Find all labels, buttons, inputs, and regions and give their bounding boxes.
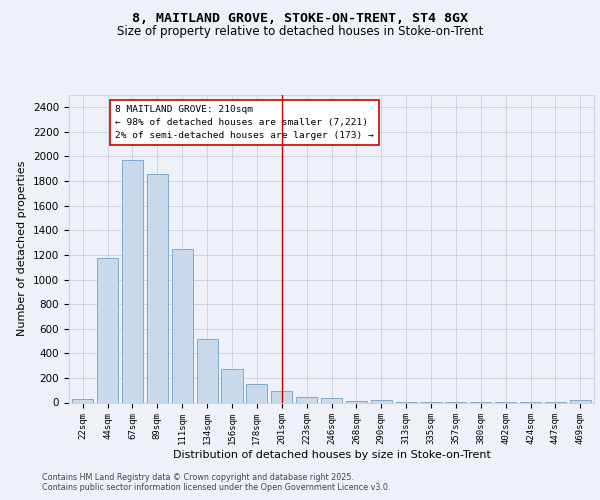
Bar: [147, 174, 168, 402]
Bar: [97, 258, 118, 402]
Bar: [72, 400, 93, 402]
Bar: [122, 160, 143, 402]
Bar: [246, 384, 268, 402]
Bar: [346, 400, 367, 402]
Bar: [197, 338, 218, 402]
Y-axis label: Number of detached properties: Number of detached properties: [17, 161, 28, 336]
X-axis label: Distribution of detached houses by size in Stoke-on-Trent: Distribution of detached houses by size …: [173, 450, 490, 460]
Bar: [371, 400, 392, 402]
Text: 8, MAITLAND GROVE, STOKE-ON-TRENT, ST4 8GX: 8, MAITLAND GROVE, STOKE-ON-TRENT, ST4 8…: [132, 12, 468, 26]
Text: 8 MAITLAND GROVE: 210sqm
← 98% of detached houses are smaller (7,221)
2% of semi: 8 MAITLAND GROVE: 210sqm ← 98% of detach…: [115, 105, 374, 140]
Text: Size of property relative to detached houses in Stoke-on-Trent: Size of property relative to detached ho…: [117, 25, 483, 38]
Bar: [321, 398, 342, 402]
Bar: [296, 397, 317, 402]
Bar: [271, 392, 292, 402]
Bar: [172, 250, 193, 402]
Bar: [570, 400, 591, 402]
Text: Contains HM Land Registry data © Crown copyright and database right 2025.
Contai: Contains HM Land Registry data © Crown c…: [42, 472, 391, 492]
Bar: [221, 368, 242, 402]
